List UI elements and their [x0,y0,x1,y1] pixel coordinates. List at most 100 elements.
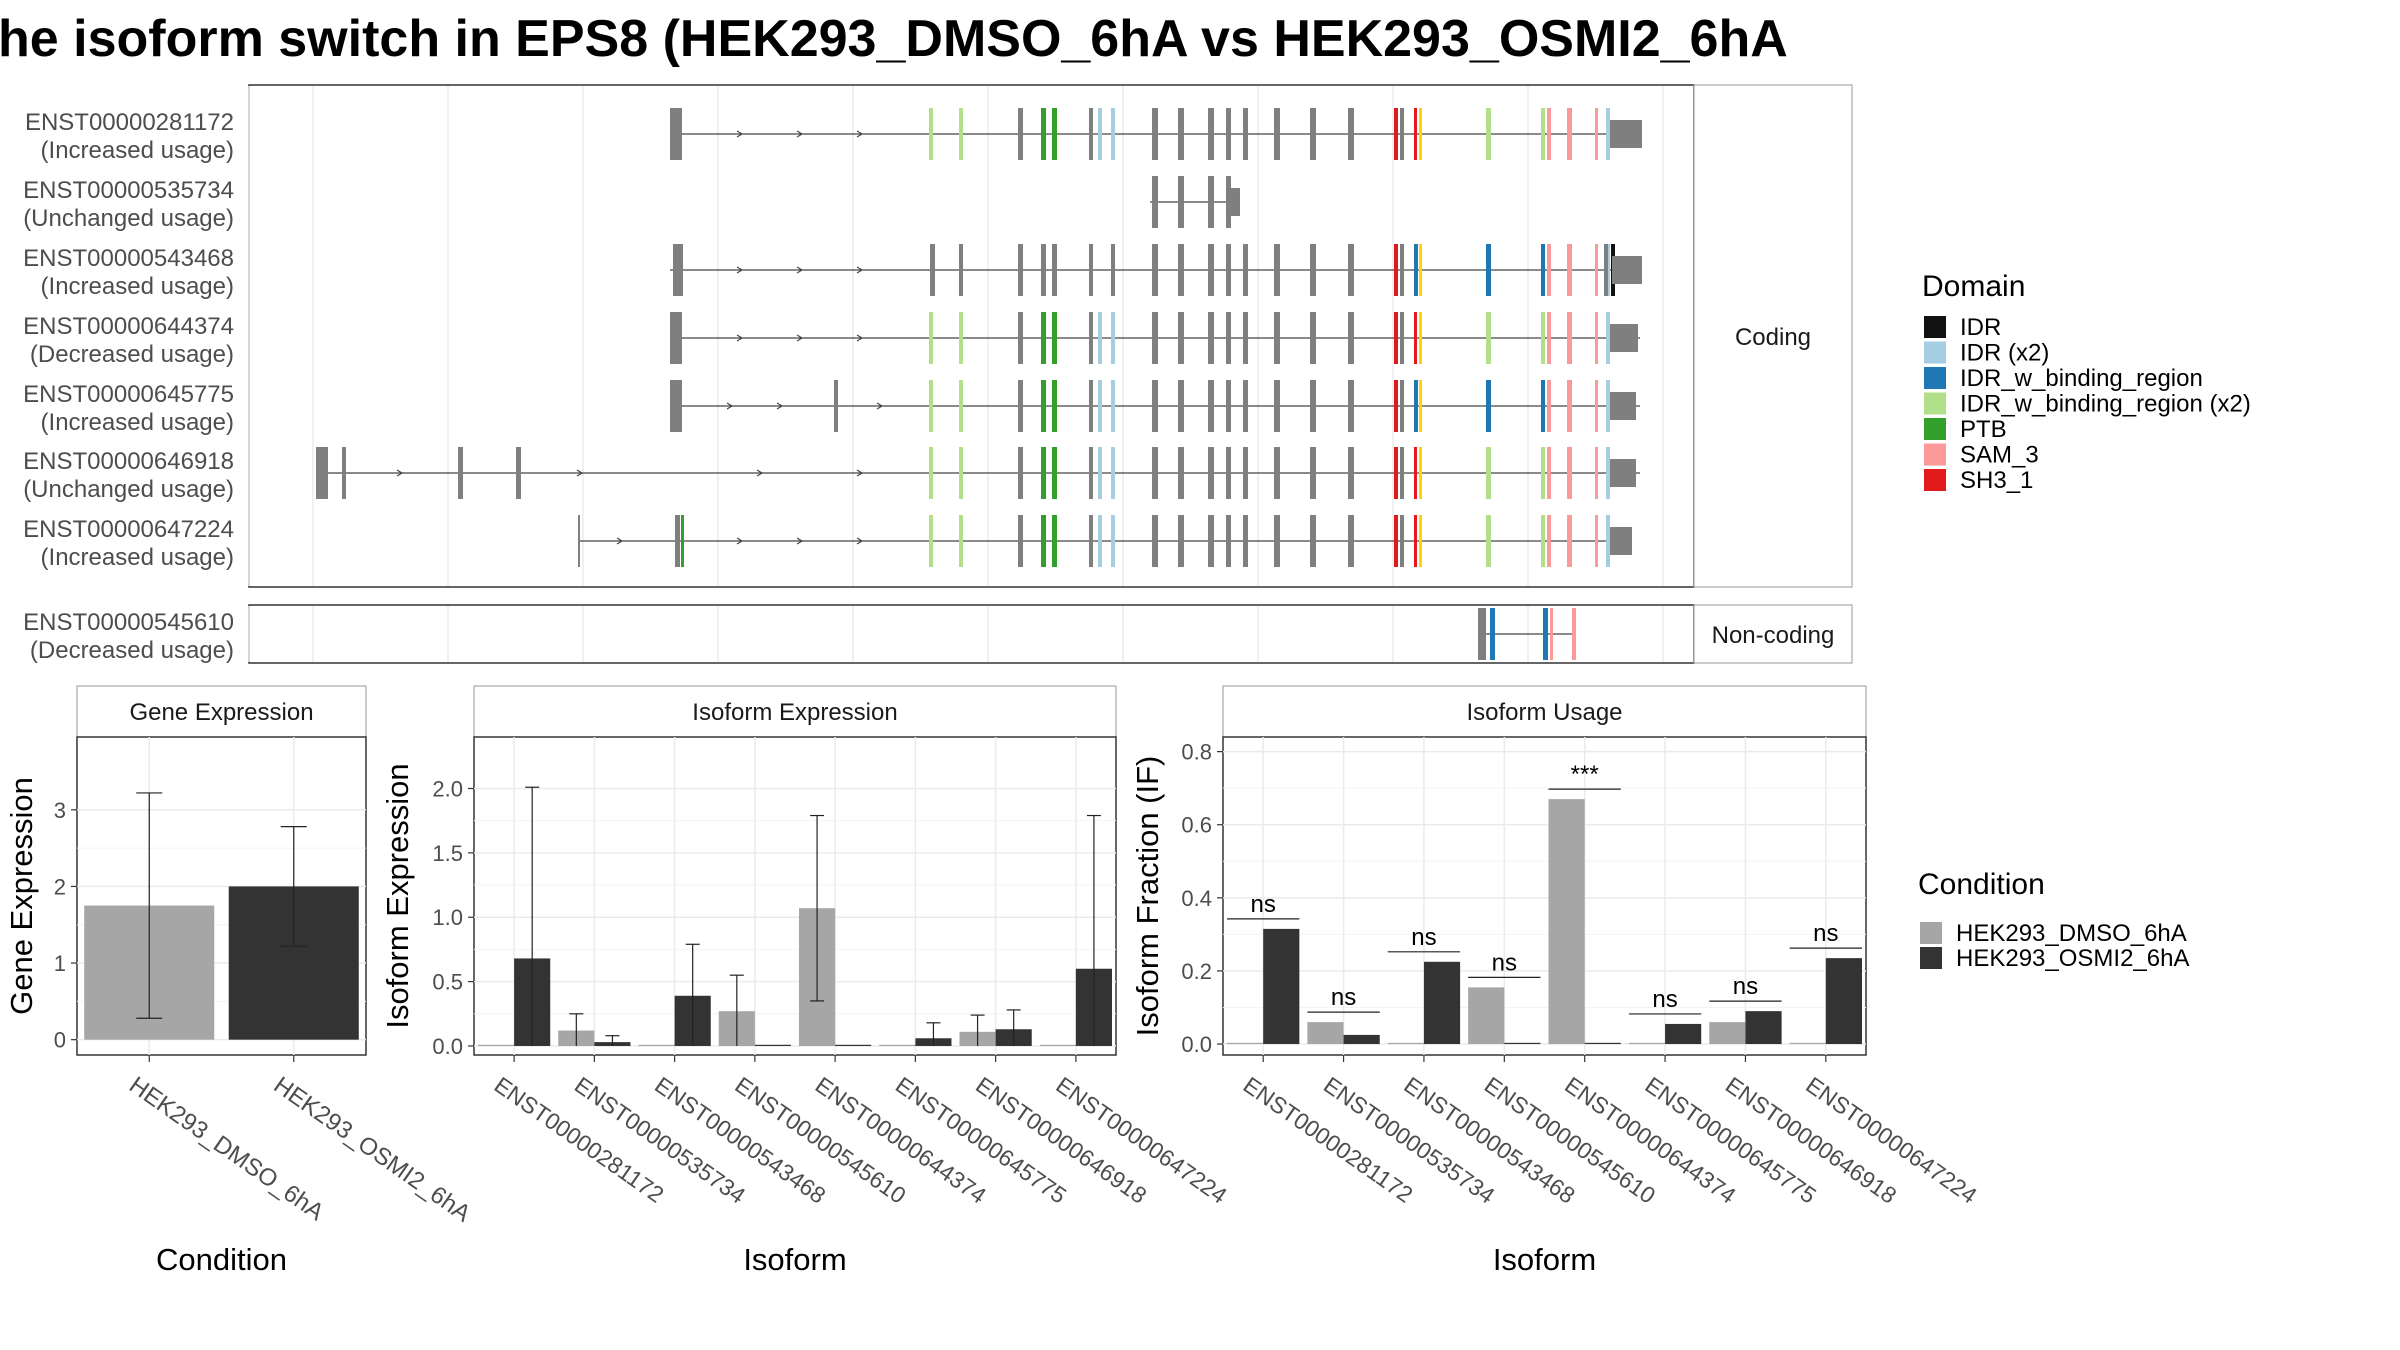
strand-arrow [796,130,804,138]
chart-title-strip [1222,685,1867,738]
domain-block [1547,515,1551,567]
exon-block [1018,108,1023,160]
gene-expression-chart: Gene Expression0123HEK293_DMSO_6hAHEK293… [4,685,475,1277]
domain-block [1547,244,1551,296]
exon-block [1274,108,1280,160]
bar [1423,961,1461,1045]
domain-block [1111,447,1115,499]
y-axis-label: Gene Expression [4,777,39,1015]
bar [1789,1042,1826,1045]
exon-block [1208,244,1214,296]
exon-block [1111,244,1115,296]
exon-block [1243,515,1248,567]
domain-block [1486,380,1491,432]
exon-block [1274,244,1280,296]
exon-block [316,447,328,499]
bar [638,1044,675,1046]
bar [754,1044,791,1046]
exon-block [1274,312,1280,364]
chart-title: Isoform Expression [692,699,897,726]
exon-block [1348,380,1354,432]
exon-block [578,515,580,567]
exon-block [458,447,463,499]
bar [1343,1034,1380,1045]
domain-block [1606,108,1610,160]
domain-block [1098,108,1102,160]
exon-block [670,108,682,160]
exon-block [1018,447,1023,499]
domain-block [1486,108,1491,160]
y-tick-label: 0.4 [1181,886,1212,911]
exon-block [1089,244,1093,296]
chart-plot-frame [1222,736,1867,1056]
domain-block [1541,244,1545,296]
significance-label: ns [1492,949,1517,976]
bar [1263,928,1300,1045]
bar [1745,1011,1782,1045]
domain-block [1547,108,1551,160]
strand-arrow [856,469,864,477]
exon-block [1400,380,1404,432]
exon-block [1052,244,1057,296]
exon-marker [1419,515,1422,567]
exon-block [1348,515,1354,567]
domain-block [1394,108,1398,160]
noncoding-strip-label: Non-coding [1712,622,1835,649]
transcript-track [1150,176,1240,228]
transcript-usage-label: (Increased usage) [41,273,234,300]
exon-block [1243,380,1248,432]
condition-legend-title: Condition [1918,868,2045,901]
transcript-track [316,447,1640,499]
chart-title: Isoform Usage [1466,699,1622,726]
domain-legend-label: IDR [1960,314,2001,341]
strand-arrow [736,266,744,274]
exon-block [1018,380,1023,432]
domain-block [1098,312,1102,364]
domain-block [1567,447,1572,499]
transcript-usage-label: (Decreased usage) [30,637,234,664]
domain-block [1567,108,1572,160]
condition-legend-label: HEK293_DMSO_6hA [1956,920,2187,947]
domain-block [959,380,963,432]
bar [478,1044,515,1046]
y-tick-label: 0.8 [1181,740,1212,765]
y-tick-label: 2.0 [432,776,463,801]
exon-block [1208,176,1214,228]
strand-arrow [796,334,804,342]
exon-block [1274,380,1280,432]
strand-arrow [856,266,864,274]
exon-block [1400,515,1404,567]
domain-block [1098,515,1102,567]
domain-block [1486,244,1491,296]
domain-block [1606,312,1610,364]
exon-block [1400,447,1404,499]
domain-block [1490,608,1495,660]
domain-block [1543,608,1548,660]
domain-block [1606,380,1610,432]
exon-block [1208,312,1214,364]
domain-block [1111,312,1115,364]
utr-block [1610,459,1636,487]
domain-block [1052,380,1057,432]
significance-label: ns [1251,891,1276,918]
domain-block [1595,312,1598,364]
domain-legend-title: Domain [1922,270,2025,303]
domain-block [1414,515,1417,567]
exon-block [1018,244,1023,296]
domain-block [1414,312,1417,364]
coding-strip [1693,84,1853,588]
domain-block [929,447,933,499]
strand-arrow [856,334,864,342]
condition-legend: Condition HEK293_DMSO_6hAHEK293_OSMI2_6h… [1918,868,2189,972]
y-tick-label: 0.2 [1181,959,1212,984]
domain-block [1572,608,1576,660]
transcript-track [578,515,1632,567]
transcript-usage-label: (Increased usage) [41,544,234,571]
exon-block [1310,515,1316,567]
domain-block [1541,380,1545,432]
strand-arrow [726,402,734,410]
domain-block [1052,312,1057,364]
exon-block [1310,312,1316,364]
bar [1468,987,1505,1045]
